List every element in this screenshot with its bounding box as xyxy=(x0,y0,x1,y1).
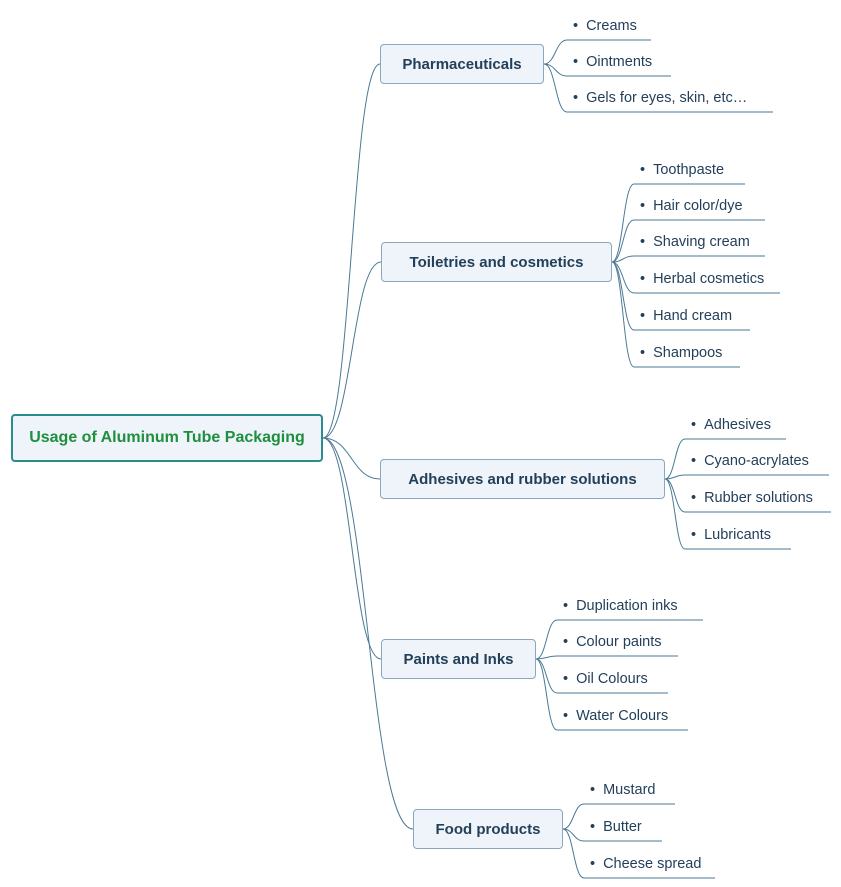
leaf-label: Creams xyxy=(586,18,637,34)
root-label: Usage of Aluminum Tube Packaging xyxy=(29,429,305,447)
leaf-label: Ointments xyxy=(586,54,652,70)
leaf-item: Cyano-acrylates xyxy=(691,453,809,469)
branch-toiletries: Toiletries and cosmetics xyxy=(381,242,612,282)
leaf-item: Duplication inks xyxy=(563,598,678,614)
leaf-label: Adhesives xyxy=(704,417,771,433)
leaf-label: Cheese spread xyxy=(603,856,701,872)
leaf-label: Water Colours xyxy=(576,708,668,724)
leaf-label: Lubricants xyxy=(704,527,771,543)
leaf-item: Shaving cream xyxy=(640,234,750,250)
leaf-item: Gels for eyes, skin, etc… xyxy=(573,90,747,106)
leaf-item: Herbal cosmetics xyxy=(640,271,764,287)
leaf-label: Duplication inks xyxy=(576,598,678,614)
leaf-label: Hair color/dye xyxy=(653,198,742,214)
branch-label: Pharmaceuticals xyxy=(402,56,521,73)
leaf-item: Water Colours xyxy=(563,708,668,724)
leaf-label: Toothpaste xyxy=(653,162,724,178)
leaf-label: Shaving cream xyxy=(653,234,750,250)
leaf-item: Butter xyxy=(590,819,642,835)
branch-label: Food products xyxy=(436,821,541,838)
leaf-item: Lubricants xyxy=(691,527,771,543)
leaf-item: Rubber solutions xyxy=(691,490,813,506)
leaf-label: Butter xyxy=(603,819,642,835)
branch-paints: Paints and Inks xyxy=(381,639,536,679)
leaf-label: Gels for eyes, skin, etc… xyxy=(586,90,747,106)
leaf-item: Ointments xyxy=(573,54,652,70)
branch-adhesives: Adhesives and rubber solutions xyxy=(380,459,665,499)
leaf-label: Cyano-acrylates xyxy=(704,453,809,469)
leaf-item: Oil Colours xyxy=(563,671,648,687)
leaf-label: Shampoos xyxy=(653,345,722,361)
leaf-item: Creams xyxy=(573,18,637,34)
leaf-label: Colour paints xyxy=(576,634,661,650)
leaf-label: Rubber solutions xyxy=(704,490,813,506)
branch-food: Food products xyxy=(413,809,563,849)
branch-label: Paints and Inks xyxy=(403,651,513,668)
leaf-item: Colour paints xyxy=(563,634,662,650)
branch-label: Adhesives and rubber solutions xyxy=(408,471,636,488)
leaf-item: Adhesives xyxy=(691,417,771,433)
branch-pharma: Pharmaceuticals xyxy=(380,44,544,84)
leaf-item: Mustard xyxy=(590,782,655,798)
leaf-item: Hand cream xyxy=(640,308,732,324)
leaf-label: Herbal cosmetics xyxy=(653,271,764,287)
leaf-item: Cheese spread xyxy=(590,856,701,872)
leaf-label: Oil Colours xyxy=(576,671,648,687)
leaf-item: Toothpaste xyxy=(640,162,724,178)
branch-label: Toiletries and cosmetics xyxy=(410,254,584,271)
leaf-label: Mustard xyxy=(603,782,655,798)
leaf-label: Hand cream xyxy=(653,308,732,324)
root-node: Usage of Aluminum Tube Packaging xyxy=(11,414,323,462)
leaf-item: Hair color/dye xyxy=(640,198,743,214)
leaf-item: Shampoos xyxy=(640,345,722,361)
